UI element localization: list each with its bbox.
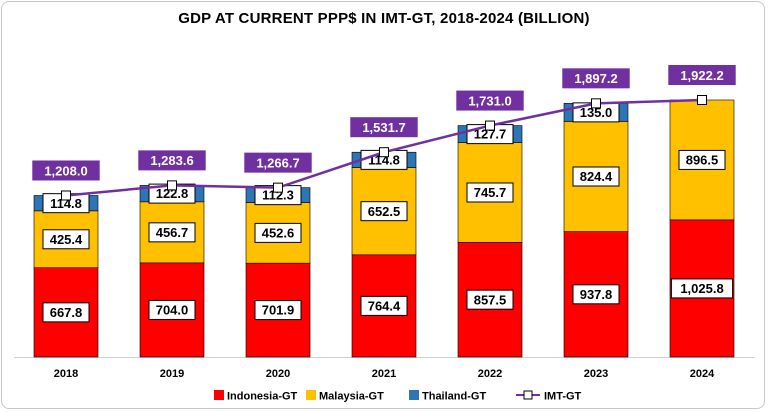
data-label-box-2019-1 [148, 222, 196, 243]
total-label-2020: 1,266.7 [256, 155, 299, 170]
x-tick-label-2022: 2022 [478, 368, 502, 380]
total-label-2018: 1,208.0 [44, 163, 87, 178]
imt-gt-marker-2020 [273, 182, 283, 193]
data-label-2018-0: 667.8 [50, 305, 83, 320]
total-label-2019: 1,283.6 [150, 153, 193, 168]
imt-gt-marker-2024 [697, 95, 707, 105]
total-label-box-2024 [668, 65, 736, 85]
chart-title: GDP AT CURRENT PPP$ IN IMT-GT, 2018-2024… [178, 10, 590, 27]
data-label-box-2018-1 [42, 229, 90, 250]
legend-label-0: Indonesia-GT [227, 391, 298, 403]
data-label-2019-1: 456.7 [156, 225, 189, 240]
data-label-2022-1: 745.7 [474, 185, 507, 200]
data-label-2023-0: 937.8 [580, 287, 613, 302]
data-label-box-2024-0 [670, 278, 734, 299]
data-label-2020-2: 112.3 [262, 188, 294, 203]
data-label-2020-0: 701.9 [262, 303, 295, 318]
data-label-2019-2: 122.8 [156, 186, 189, 201]
data-label-2022-0: 857.5 [474, 292, 507, 307]
data-label-2018-1: 425.4 [50, 232, 83, 247]
data-label-2020-1: 452.6 [262, 225, 295, 240]
imt-gt-marker-2023 [591, 98, 601, 109]
total-label-2023: 1,897.2 [574, 71, 617, 86]
total-label-box-2022 [456, 90, 524, 111]
total-label-box-2023 [562, 68, 630, 89]
data-label-2021-2: 114.8 [368, 152, 400, 167]
legend-label-imt-gt: IMT-GT [544, 391, 582, 403]
x-tick-label-2019: 2019 [160, 368, 184, 380]
data-label-box-2023-1 [572, 166, 620, 187]
data-label-box-2021-0 [360, 295, 408, 316]
legend-swatch-2 [409, 390, 419, 400]
data-label-2023-2: 135.0 [580, 105, 613, 120]
x-tick-label-2024: 2024 [690, 368, 715, 380]
data-label-box-2022-1 [466, 182, 514, 203]
legend-label-1: Malaysia-GT [319, 391, 384, 403]
total-label-box-2021 [350, 117, 418, 138]
data-label-box-2023-0 [572, 284, 620, 305]
total-label-2021: 1,531.7 [362, 120, 405, 135]
data-label-2024-1: 896.5 [686, 153, 719, 168]
total-label-box-2020 [244, 152, 312, 173]
imt-gt-marker-2018 [61, 190, 71, 201]
total-label-2022: 1,731.0 [468, 93, 511, 108]
data-label-box-2019-0 [148, 299, 196, 320]
total-label-box-2018 [32, 160, 100, 181]
legend-label-2: Thailand-GT [422, 391, 486, 403]
x-tick-label-2023: 2023 [584, 368, 608, 380]
data-label-2019-0: 704.0 [156, 303, 189, 318]
data-label-box-2018-0 [42, 302, 90, 323]
imt-gt-marker-2021 [379, 147, 389, 158]
data-label-box-2022-0 [466, 289, 514, 310]
data-label-2023-1: 824.4 [580, 169, 613, 184]
data-label-box-2024-1 [678, 149, 726, 170]
imt-gt-marker-2019 [167, 180, 177, 191]
x-tick-label-2021: 2021 [372, 368, 396, 380]
x-tick-label-2020: 2020 [266, 368, 290, 380]
total-label-2024: 1,922.2 [680, 68, 723, 83]
legend-marker-imt-gt [523, 390, 533, 400]
data-label-box-2021-1 [360, 201, 408, 222]
imt-gt-marker-2022 [485, 120, 495, 131]
data-label-box-2020-1 [254, 222, 302, 243]
data-label-2024-0: 1,025.8 [680, 281, 723, 296]
data-label-box-2020-0 [254, 300, 302, 321]
data-label-2021-1: 652.5 [368, 204, 401, 219]
data-label-2021-0: 764.4 [368, 298, 401, 313]
total-label-box-2019 [138, 150, 206, 171]
legend-swatch-1 [306, 390, 316, 400]
legend-swatch-0 [214, 390, 224, 400]
data-label-2018-2: 114.8 [50, 196, 82, 211]
data-label-2022-2: 127.7 [474, 127, 507, 142]
x-tick-label-2018: 2018 [54, 368, 78, 380]
